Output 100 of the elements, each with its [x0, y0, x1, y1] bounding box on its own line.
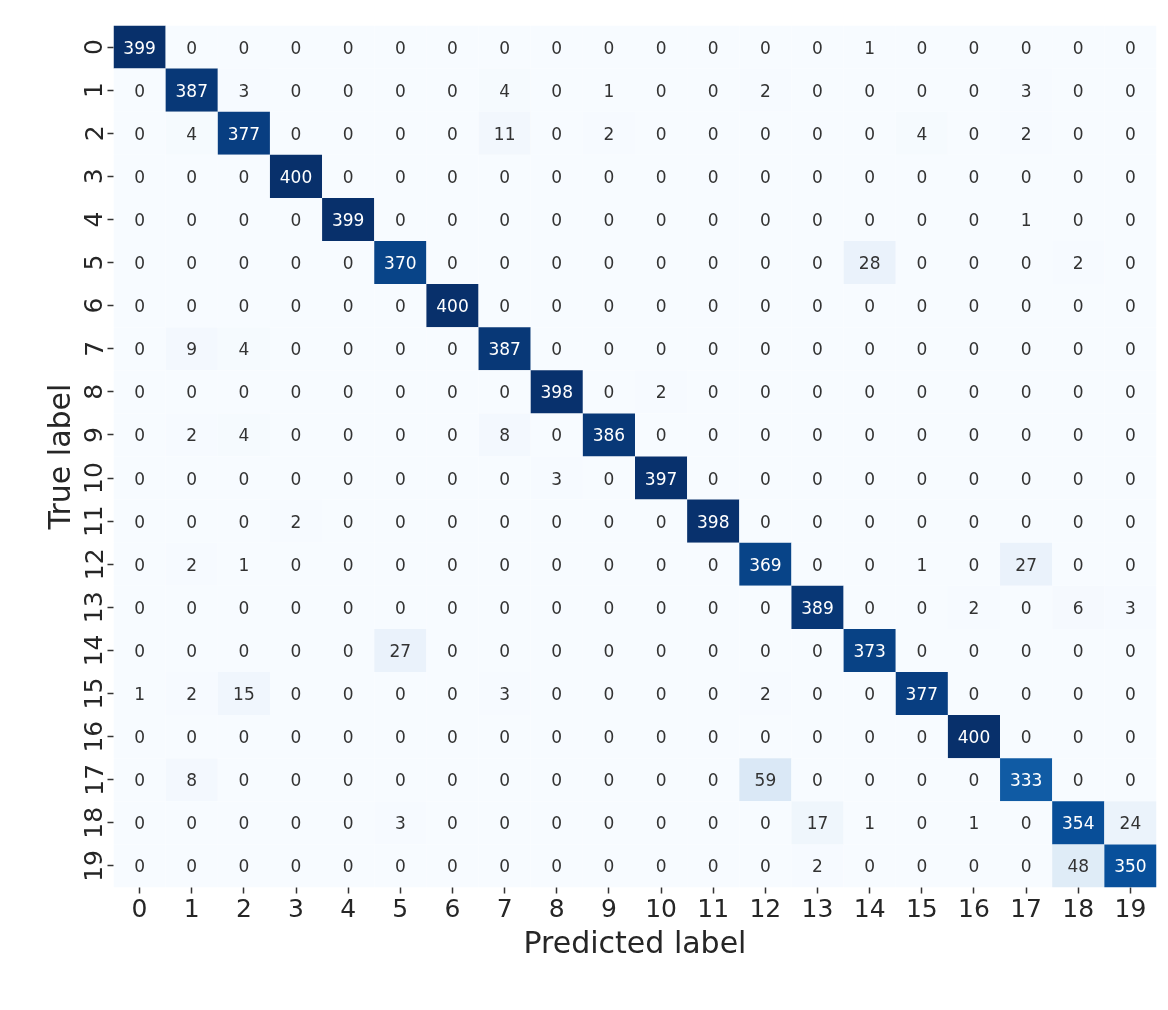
- data-label: 0: [186, 640, 198, 661]
- y-tick-label: 7: [79, 340, 109, 357]
- data-label: 0: [707, 727, 719, 748]
- data-label: 0: [655, 640, 667, 661]
- data-label: 2: [812, 856, 823, 877]
- data-label: 0: [707, 468, 719, 489]
- x-tick-label: 19: [1114, 893, 1147, 923]
- data-label: 15: [233, 684, 255, 705]
- data-label: 0: [134, 511, 145, 532]
- data-label: 0: [186, 468, 198, 489]
- data-label: 397: [644, 468, 678, 489]
- data-label: 0: [342, 339, 354, 360]
- data-label: 0: [1072, 468, 1084, 489]
- data-label: 0: [759, 425, 771, 446]
- data-label: 0: [864, 123, 876, 144]
- data-label: 0: [759, 209, 771, 230]
- data-label: 0: [812, 425, 823, 446]
- data-label: 0: [499, 382, 511, 403]
- data-label: 0: [655, 296, 667, 317]
- data-label: 0: [812, 253, 823, 274]
- data-label: 1: [134, 684, 145, 705]
- data-label: 0: [968, 770, 980, 791]
- data-label: 0: [551, 209, 563, 230]
- data-label: 0: [603, 339, 615, 360]
- data-label: 0: [394, 80, 406, 101]
- data-label: 0: [342, 684, 354, 705]
- data-label: 0: [759, 296, 771, 317]
- data-label: 0: [916, 597, 928, 618]
- data-label: 0: [1072, 296, 1084, 317]
- data-label: 3: [238, 80, 250, 101]
- data-label: 0: [551, 253, 563, 274]
- data-label: 0: [603, 813, 615, 834]
- data-label: 1: [916, 554, 928, 575]
- data-label: 0: [707, 382, 719, 403]
- data-label: 0: [812, 166, 823, 187]
- data-label: 0: [499, 209, 511, 230]
- data-label: 28: [858, 253, 881, 274]
- data-label: 0: [342, 813, 354, 834]
- data-label: 386: [592, 425, 626, 446]
- data-label: 398: [697, 511, 730, 532]
- data-label: 0: [655, 123, 667, 144]
- data-label: 0: [134, 425, 145, 446]
- data-label: 0: [916, 468, 928, 489]
- data-label: 0: [342, 123, 354, 144]
- data-label: 0: [551, 339, 563, 360]
- data-label: 0: [707, 770, 719, 791]
- data-label: 0: [394, 468, 406, 489]
- data-label: 0: [812, 80, 823, 101]
- data-label: 0: [968, 296, 980, 317]
- data-label: 0: [447, 253, 458, 274]
- data-label: 0: [1020, 684, 1032, 705]
- data-label: 0: [759, 253, 771, 274]
- data-label: 0: [1020, 166, 1032, 187]
- y-tick-label: 13: [79, 591, 109, 624]
- data-label: 0: [394, 425, 406, 446]
- data-label: 0: [1072, 80, 1084, 101]
- data-label: 0: [916, 770, 928, 791]
- data-label: 0: [707, 640, 719, 661]
- x-tick-label: 14: [853, 893, 886, 923]
- data-label: 0: [551, 296, 563, 317]
- data-label: 0: [864, 554, 876, 575]
- data-label: 0: [499, 468, 511, 489]
- data-label: 0: [551, 684, 563, 705]
- data-label: 0: [707, 253, 719, 274]
- data-label: 0: [655, 597, 667, 618]
- data-label: 0: [707, 123, 719, 144]
- data-label: 0: [1125, 80, 1136, 101]
- data-label: 0: [759, 166, 771, 187]
- data-label: 0: [238, 253, 250, 274]
- data-label: 0: [186, 856, 198, 877]
- data-label: 333: [1009, 770, 1043, 791]
- data-label: 0: [707, 80, 719, 101]
- data-label: 0: [394, 511, 406, 532]
- data-label: 387: [175, 80, 208, 101]
- data-label: 0: [655, 253, 667, 274]
- data-label: 0: [968, 382, 980, 403]
- data-label: 0: [290, 813, 302, 834]
- data-label: 0: [551, 640, 563, 661]
- x-tick-label: 15: [905, 893, 938, 923]
- data-label: 0: [447, 166, 458, 187]
- data-label: 0: [134, 123, 145, 144]
- data-label: 0: [707, 554, 719, 575]
- data-label: 0: [968, 856, 980, 877]
- data-label: 0: [1125, 684, 1136, 705]
- data-label: 0: [238, 37, 250, 58]
- data-label: 0: [759, 123, 771, 144]
- data-label: 0: [968, 339, 980, 360]
- data-label: 4: [916, 123, 928, 144]
- data-label: 0: [864, 296, 876, 317]
- data-label: 0: [290, 37, 302, 58]
- data-label: 2: [655, 382, 667, 403]
- y-tick-label: 6: [79, 297, 109, 314]
- data-label: 1: [864, 37, 876, 58]
- data-label: 0: [134, 80, 145, 101]
- data-label: 0: [655, 856, 667, 877]
- data-label: 0: [342, 80, 354, 101]
- data-label: 0: [812, 468, 823, 489]
- data-label: 377: [905, 684, 939, 705]
- data-label: 3: [394, 813, 406, 834]
- data-label: 0: [551, 597, 563, 618]
